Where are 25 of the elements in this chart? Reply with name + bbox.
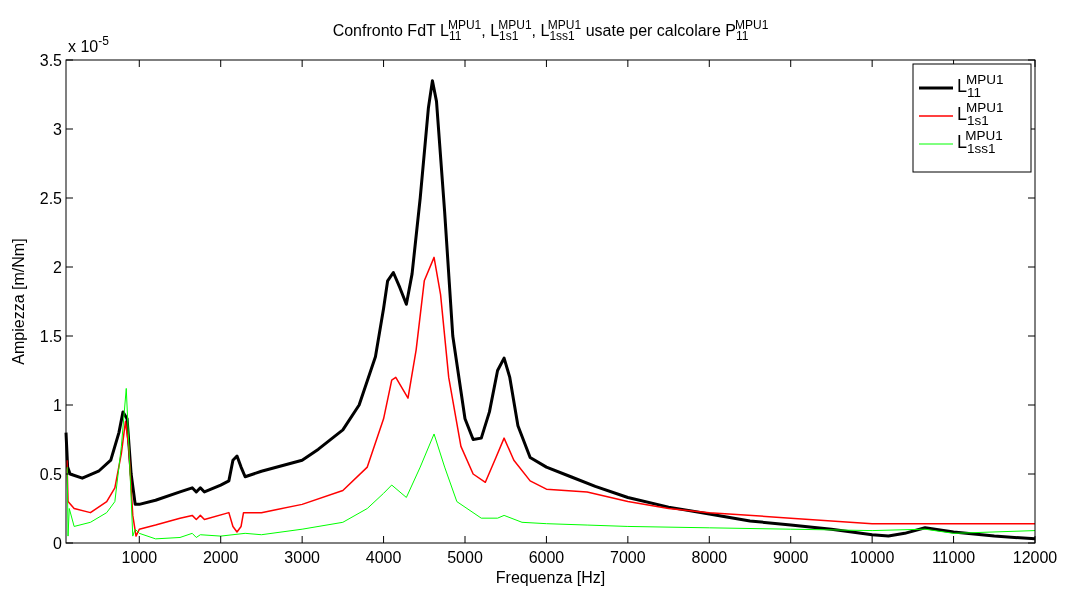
y-tick-label: 1.5 xyxy=(39,328,63,345)
x-tick-label: 2000 xyxy=(202,549,239,566)
x-axis-title: Frequenza [Hz] xyxy=(495,569,606,586)
y-tick-label: 0 xyxy=(53,535,63,552)
x-tick-label: 5000 xyxy=(447,549,483,566)
line-series xyxy=(66,387,1036,540)
x-tick-label: 7000 xyxy=(610,549,646,566)
y-tick-label: 1 xyxy=(53,397,63,414)
x-tick-label: 10000 xyxy=(849,549,895,566)
x-tick-label: 11000 xyxy=(931,549,976,566)
y-tick-label: 3.5 xyxy=(39,52,63,69)
y-tick-label: 2 xyxy=(53,259,63,276)
x-tick-label: 8000 xyxy=(691,549,728,566)
line-series xyxy=(66,256,1036,537)
x-tick-label: 6000 xyxy=(528,549,565,566)
x-tick-label: 4000 xyxy=(365,549,402,566)
text: x 10$^{-5}$ xyxy=(68,34,110,55)
y-tick-label: 2.5 xyxy=(39,190,63,207)
y-axis-title: Ampiezza [m/Nm] xyxy=(10,238,27,365)
x-tick-label: 12000 xyxy=(1012,549,1058,566)
x-tick-label: 1000 xyxy=(121,549,158,566)
y-tick-label: 0.5 xyxy=(39,466,63,483)
x-tick-label: 3000 xyxy=(284,549,321,566)
y-tick-label: 3 xyxy=(53,121,63,138)
x-tick-label: 9000 xyxy=(772,549,809,566)
